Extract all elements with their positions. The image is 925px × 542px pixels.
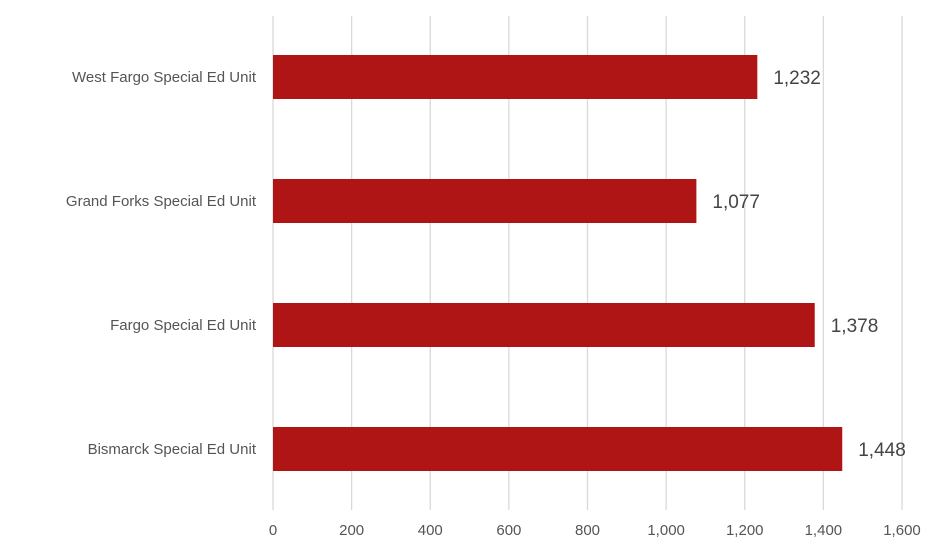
x-axis-tick-labels: 0 200 400 600 800 1,000 1,200 1,400 1,600 [269, 522, 921, 539]
category-label: Grand Forks Special Ed Unit [66, 193, 257, 210]
bar [273, 427, 843, 471]
data-label: 1,378 [831, 316, 879, 337]
x-tick-label: 1,000 [647, 522, 685, 539]
category-label: West Fargo Special Ed Unit [72, 69, 257, 86]
x-tick-label: 1,600 [883, 522, 921, 539]
category-label: Fargo Special Ed Unit [110, 317, 257, 334]
x-tick-label: 1,400 [805, 522, 843, 539]
bar [273, 179, 697, 223]
x-tick-label: 400 [418, 522, 443, 539]
bar [273, 303, 815, 347]
data-label: 1,232 [773, 68, 821, 89]
data-label: 1,077 [712, 192, 760, 213]
x-tick-label: 1,200 [726, 522, 764, 539]
x-tick-label: 800 [575, 522, 600, 539]
bar [273, 55, 758, 99]
data-labels: 1,232 1,077 1,378 1,448 [712, 68, 905, 461]
data-label: 1,448 [858, 440, 906, 461]
category-label: Bismarck Special Ed Unit [88, 441, 257, 458]
category-labels: West Fargo Special Ed Unit Grand Forks Sp… [66, 69, 257, 458]
x-tick-label: 200 [339, 522, 364, 539]
x-tick-label: 600 [496, 522, 521, 539]
x-tick-label: 0 [269, 522, 277, 539]
bars [273, 55, 843, 471]
